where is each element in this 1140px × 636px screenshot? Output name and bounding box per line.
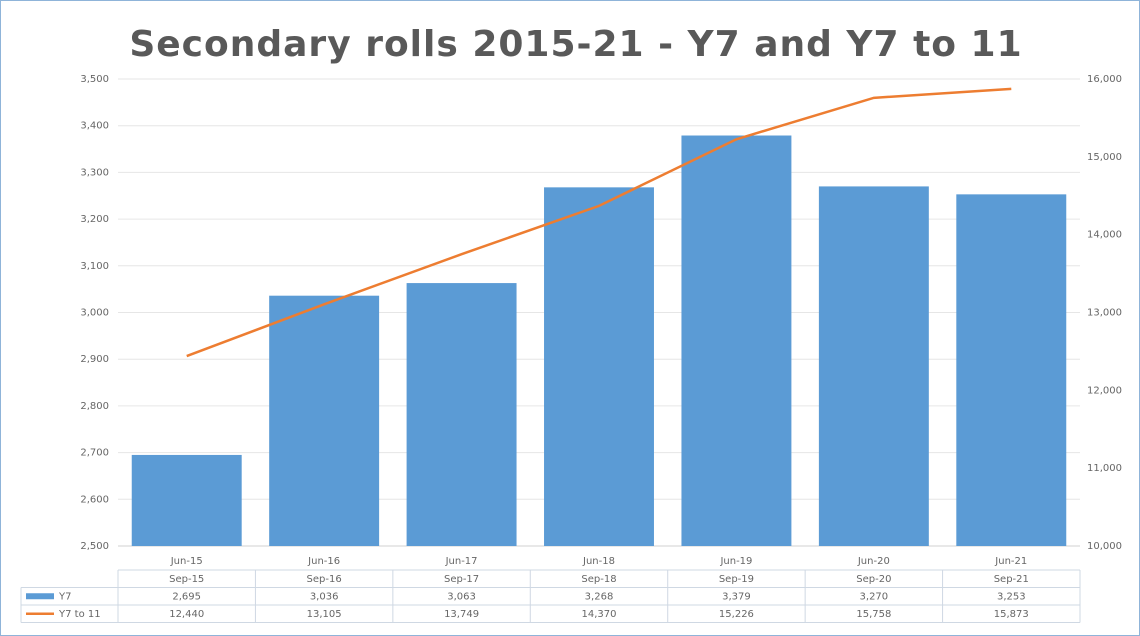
line bbox=[186, 87, 1012, 358]
legend-label: Y7 to 11 bbox=[58, 609, 101, 620]
bar bbox=[681, 135, 792, 546]
table-cell: 15,873 bbox=[994, 609, 1029, 620]
table-cell: 12,440 bbox=[169, 609, 204, 620]
table-header: Sep-17 bbox=[444, 574, 479, 585]
y-tick-label: 2,600 bbox=[80, 494, 109, 505]
x-tick-label: Jun-18 bbox=[582, 556, 615, 567]
table-cell: 3,253 bbox=[997, 591, 1026, 602]
x-tick-label: Jun-17 bbox=[445, 556, 478, 567]
y2-tick-label: 14,000 bbox=[1087, 230, 1122, 241]
table-cell: 13,105 bbox=[307, 609, 342, 620]
bar bbox=[544, 187, 654, 546]
legend-swatch bbox=[26, 593, 54, 600]
table-cell: 3,063 bbox=[447, 591, 476, 602]
table-cell: 3,268 bbox=[585, 591, 614, 602]
bar bbox=[956, 194, 1067, 546]
table-cell: 15,226 bbox=[719, 609, 754, 620]
table-cell: 3,270 bbox=[860, 591, 889, 602]
y2-tick-label: 16,000 bbox=[1087, 74, 1122, 85]
x-tick-label: Jun-21 bbox=[994, 556, 1027, 567]
y2-tick-label: 13,000 bbox=[1087, 308, 1122, 319]
table-header: Sep-21 bbox=[994, 574, 1029, 585]
y-tick-label: 2,700 bbox=[80, 448, 109, 459]
table-header: Sep-15 bbox=[169, 574, 204, 585]
y-tick-label: 3,400 bbox=[80, 121, 109, 132]
table-cell: 14,370 bbox=[582, 609, 617, 620]
y-tick-label: 3,100 bbox=[80, 261, 109, 272]
x-tick-label: Jun-16 bbox=[307, 556, 340, 567]
table-cell: 13,749 bbox=[444, 609, 479, 620]
y-tick-label: 2,900 bbox=[80, 354, 109, 365]
y2-tick-label: 11,000 bbox=[1087, 463, 1122, 474]
legend-label: Y7 bbox=[58, 591, 71, 602]
table-header: Sep-20 bbox=[856, 574, 891, 585]
x-tick-label: Jun-15 bbox=[170, 556, 203, 567]
table-cell: 15,758 bbox=[856, 609, 891, 620]
bar bbox=[406, 283, 517, 546]
table-cell: 3,379 bbox=[722, 591, 751, 602]
table-header: Sep-18 bbox=[581, 574, 616, 585]
table-header: Sep-19 bbox=[719, 574, 754, 585]
bar bbox=[131, 454, 242, 546]
y-tick-label: 3,500 bbox=[80, 74, 109, 85]
table-header: Sep-16 bbox=[307, 574, 342, 585]
y-tick-label: 3,200 bbox=[80, 214, 109, 225]
x-tick-label: Jun-19 bbox=[719, 556, 752, 567]
y2-tick-label: 15,000 bbox=[1087, 152, 1122, 163]
y-tick-label: 2,800 bbox=[80, 401, 109, 412]
x-tick-label: Jun-20 bbox=[857, 556, 890, 567]
y2-tick-label: 12,000 bbox=[1087, 385, 1122, 396]
table-cell: 3,036 bbox=[310, 591, 339, 602]
table-cell: 2,695 bbox=[172, 591, 201, 602]
y-tick-label: 3,000 bbox=[80, 308, 109, 319]
y2-tick-label: 10,000 bbox=[1087, 541, 1122, 552]
bar bbox=[818, 186, 929, 546]
y-tick-label: 3,300 bbox=[80, 167, 109, 178]
chart-title: Secondary rolls 2015-21 - Y7 and Y7 to 1… bbox=[129, 24, 1022, 65]
y-tick-label: 2,500 bbox=[80, 541, 109, 552]
bar bbox=[269, 295, 380, 546]
